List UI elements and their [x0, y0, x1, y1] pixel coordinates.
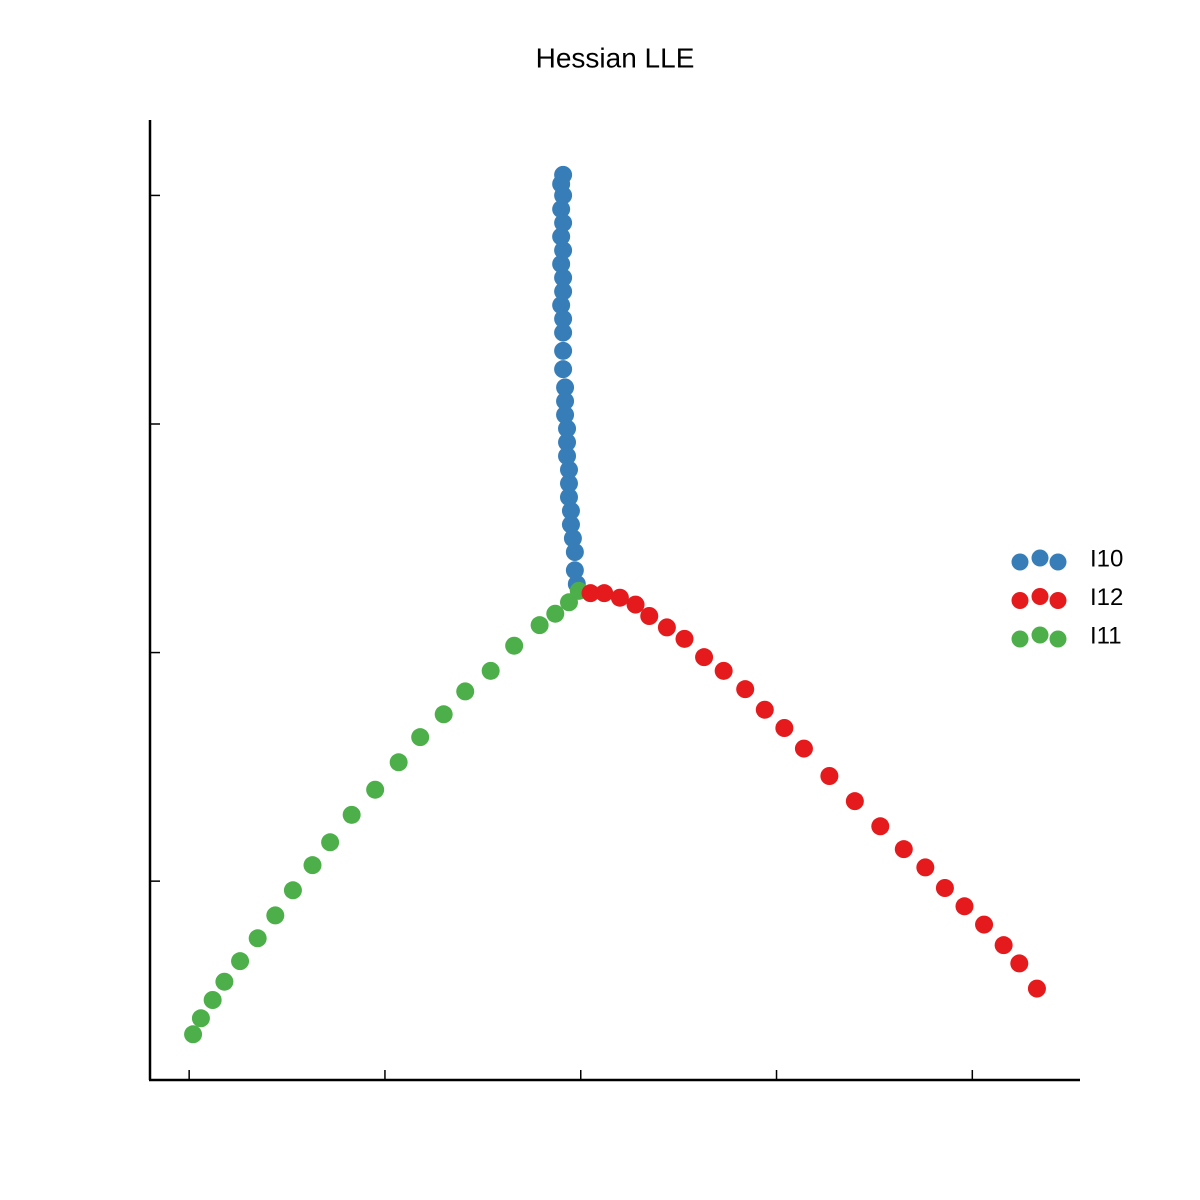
point: [714, 661, 733, 680]
point: [695, 648, 714, 667]
legend-label: I12: [1090, 584, 1123, 611]
legend-marker: [1049, 553, 1067, 571]
point: [283, 881, 302, 900]
point: [552, 296, 571, 315]
point: [342, 805, 361, 824]
point: [845, 792, 864, 811]
point: [994, 936, 1013, 955]
point: [563, 529, 582, 548]
legend-marker: [1049, 592, 1067, 609]
point: [820, 767, 839, 785]
point: [554, 341, 573, 360]
point: [610, 588, 629, 607]
point: [248, 929, 267, 948]
point: [595, 584, 614, 603]
point: [871, 817, 890, 836]
point: [554, 213, 573, 232]
point: [481, 661, 500, 680]
point: [215, 972, 234, 991]
point: [321, 833, 340, 852]
point: [456, 682, 475, 701]
point: [554, 282, 573, 301]
point: [775, 719, 794, 737]
legend-marker: [1031, 588, 1049, 605]
point: [231, 952, 250, 971]
legend-marker: [1011, 630, 1029, 648]
point: [554, 309, 573, 328]
point: [558, 447, 577, 465]
point: [975, 915, 994, 934]
point: [556, 405, 575, 424]
legend-marker: [1049, 630, 1067, 648]
point: [558, 433, 577, 452]
point: [561, 515, 580, 534]
point: [530, 616, 549, 635]
point: [1010, 954, 1029, 973]
point: [675, 629, 694, 648]
legend-marker: [1031, 626, 1049, 644]
point: [556, 392, 575, 411]
point: [565, 543, 584, 561]
point: [554, 323, 573, 342]
legend-label: I11: [1090, 622, 1122, 649]
point: [266, 906, 285, 925]
point: [935, 879, 954, 897]
point: [411, 728, 430, 747]
point: [581, 584, 600, 603]
point: [554, 268, 573, 287]
point: [565, 561, 584, 580]
chart-title: Hessian LLE: [536, 42, 695, 73]
point: [626, 595, 645, 614]
point: [640, 607, 659, 625]
point: [203, 991, 222, 1009]
point: [1027, 979, 1046, 998]
point: [955, 897, 974, 916]
point: [916, 858, 935, 877]
point: [554, 360, 573, 379]
point: [561, 501, 580, 520]
point: [657, 618, 676, 637]
point: [366, 780, 385, 799]
point: [554, 241, 573, 260]
point: [755, 700, 774, 719]
legend-label: I10: [1090, 545, 1123, 572]
point: [552, 227, 571, 246]
point: [559, 474, 578, 493]
point: [554, 186, 573, 205]
point: [736, 680, 755, 699]
point: [505, 636, 524, 655]
point: [303, 856, 322, 875]
point: [552, 200, 571, 219]
point: [191, 1009, 210, 1028]
point: [559, 460, 578, 479]
point: [389, 753, 408, 772]
point: [894, 840, 913, 859]
point: [434, 705, 453, 724]
point: [794, 739, 813, 758]
point: [559, 488, 578, 507]
legend-marker: [1031, 549, 1049, 567]
point: [552, 255, 571, 273]
point: [556, 378, 575, 397]
point: [546, 604, 565, 623]
legend-marker: [1011, 592, 1029, 609]
point: [558, 419, 577, 438]
point: [184, 1025, 203, 1044]
legend-marker: [1011, 553, 1029, 571]
